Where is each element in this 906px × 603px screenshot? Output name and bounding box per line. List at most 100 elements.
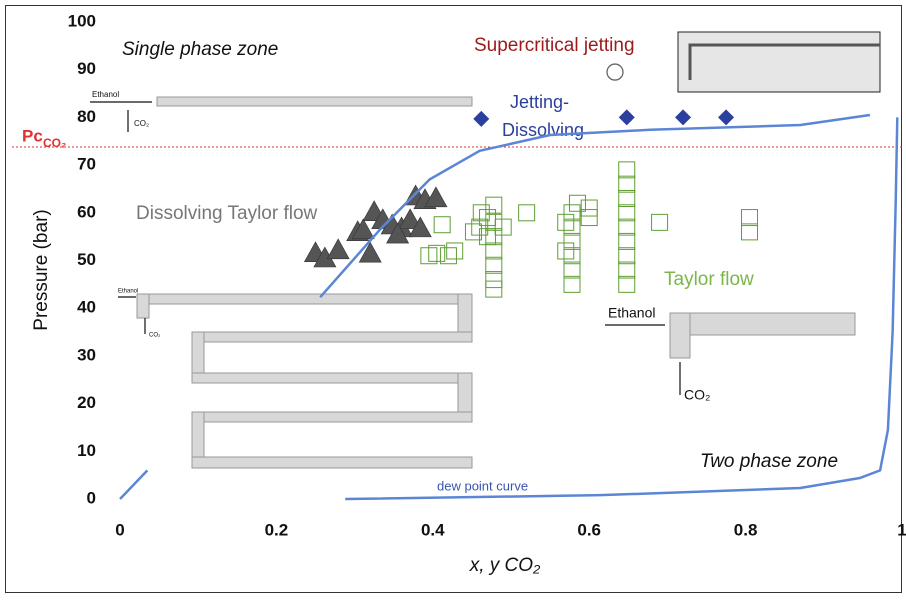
y-tick-label: 50 bbox=[77, 250, 96, 269]
data-point bbox=[326, 238, 350, 260]
data-point bbox=[606, 63, 624, 81]
data-point bbox=[485, 213, 503, 231]
inset-label: CO₂ bbox=[149, 333, 161, 339]
data-point bbox=[464, 223, 482, 241]
data-point bbox=[741, 223, 759, 241]
y-tick-label: 30 bbox=[77, 345, 96, 364]
data-point bbox=[618, 247, 636, 265]
data-point bbox=[618, 261, 636, 279]
data-point bbox=[358, 241, 382, 263]
data-point bbox=[424, 186, 448, 208]
data-point bbox=[651, 213, 669, 231]
data-point bbox=[439, 247, 457, 265]
series-label: Jetting- bbox=[510, 92, 569, 112]
data-point bbox=[618, 275, 636, 293]
inset-label: Ethanol bbox=[92, 90, 119, 99]
series-label: Supercritical jetting bbox=[474, 35, 635, 56]
data-point bbox=[494, 218, 512, 236]
inset-image bbox=[156, 96, 473, 107]
inset-channel bbox=[688, 43, 880, 80]
x-axis-label: x, y CO₂ bbox=[469, 555, 541, 576]
data-point bbox=[473, 110, 490, 127]
x-tick-label: 0.4 bbox=[421, 520, 445, 539]
zone-label: Two phase zone bbox=[700, 451, 838, 472]
data-point bbox=[557, 242, 575, 260]
data-point bbox=[618, 232, 636, 250]
data-point bbox=[408, 216, 432, 238]
data-point bbox=[485, 256, 503, 274]
series-label: Taylor flow bbox=[664, 269, 754, 290]
inset-image bbox=[669, 312, 856, 336]
data-point bbox=[618, 189, 636, 207]
inset-label: CO₂ bbox=[134, 119, 149, 128]
data-point bbox=[485, 271, 503, 289]
data-point bbox=[386, 222, 410, 244]
data-point bbox=[433, 216, 451, 234]
y-tick-label: 40 bbox=[77, 298, 96, 317]
series-label: Dissolving Taylor flow bbox=[136, 203, 318, 224]
data-point bbox=[485, 280, 503, 298]
data-point bbox=[563, 275, 581, 293]
data-point bbox=[479, 228, 497, 246]
inset-label: CO₂ bbox=[684, 387, 710, 403]
y-tick-label: 10 bbox=[77, 441, 96, 460]
y-tick-label: 80 bbox=[77, 107, 96, 126]
y-tick-label: 60 bbox=[77, 202, 96, 221]
x-tick-label: 1 bbox=[897, 520, 906, 539]
inset-image bbox=[191, 456, 473, 469]
x-tick-label: 0 bbox=[115, 520, 124, 539]
y-tick-label: 70 bbox=[77, 155, 96, 174]
data-point bbox=[618, 218, 636, 236]
inset-label: Ethanol bbox=[608, 305, 655, 321]
data-point bbox=[398, 208, 422, 230]
y-tick-label: 0 bbox=[87, 488, 96, 507]
data-point bbox=[618, 109, 635, 126]
data-point bbox=[485, 242, 503, 260]
zone-label: Single phase zone bbox=[122, 39, 278, 60]
x-tick-label: 0.2 bbox=[265, 520, 289, 539]
data-point bbox=[563, 232, 581, 250]
data-point bbox=[718, 109, 735, 126]
y-axis-label: Pressure (bar) bbox=[31, 209, 52, 330]
data-point bbox=[557, 213, 575, 231]
x-tick-label: 0.6 bbox=[577, 520, 601, 539]
reference-label-sub: CO₂ bbox=[43, 136, 66, 150]
inset-image bbox=[669, 312, 691, 359]
reference-label: Pc bbox=[22, 126, 43, 145]
data-point bbox=[563, 218, 581, 236]
y-tick-label: 100 bbox=[68, 11, 96, 30]
inset-label: Ethanol bbox=[118, 289, 138, 295]
data-point bbox=[580, 199, 598, 217]
insets bbox=[90, 31, 881, 469]
inset-arrow bbox=[90, 101, 681, 395]
data-point bbox=[741, 209, 759, 227]
data-point bbox=[351, 218, 375, 240]
data-point bbox=[618, 204, 636, 222]
data-point bbox=[563, 204, 581, 222]
y-tick-label: 20 bbox=[77, 393, 96, 412]
data-point bbox=[568, 194, 586, 212]
inset-image bbox=[191, 372, 473, 384]
data-point bbox=[618, 161, 636, 179]
inset-image bbox=[191, 331, 473, 343]
data-point bbox=[618, 175, 636, 193]
data-point bbox=[446, 242, 464, 260]
data-point bbox=[518, 204, 536, 222]
x-tick-label: 0.8 bbox=[734, 520, 758, 539]
curve bbox=[119, 113, 899, 501]
inset-image bbox=[136, 293, 473, 305]
inset-image bbox=[136, 293, 150, 319]
inset-image bbox=[191, 411, 473, 423]
data-point bbox=[485, 196, 503, 214]
data-point bbox=[479, 209, 497, 227]
data-point bbox=[420, 247, 438, 265]
data-point bbox=[563, 261, 581, 279]
data-point bbox=[563, 247, 581, 265]
data-point bbox=[580, 209, 598, 227]
data-point bbox=[675, 109, 692, 126]
inset-image bbox=[677, 31, 881, 93]
y-tick-label: 90 bbox=[77, 59, 96, 78]
series-label: dew point curve bbox=[437, 478, 528, 493]
